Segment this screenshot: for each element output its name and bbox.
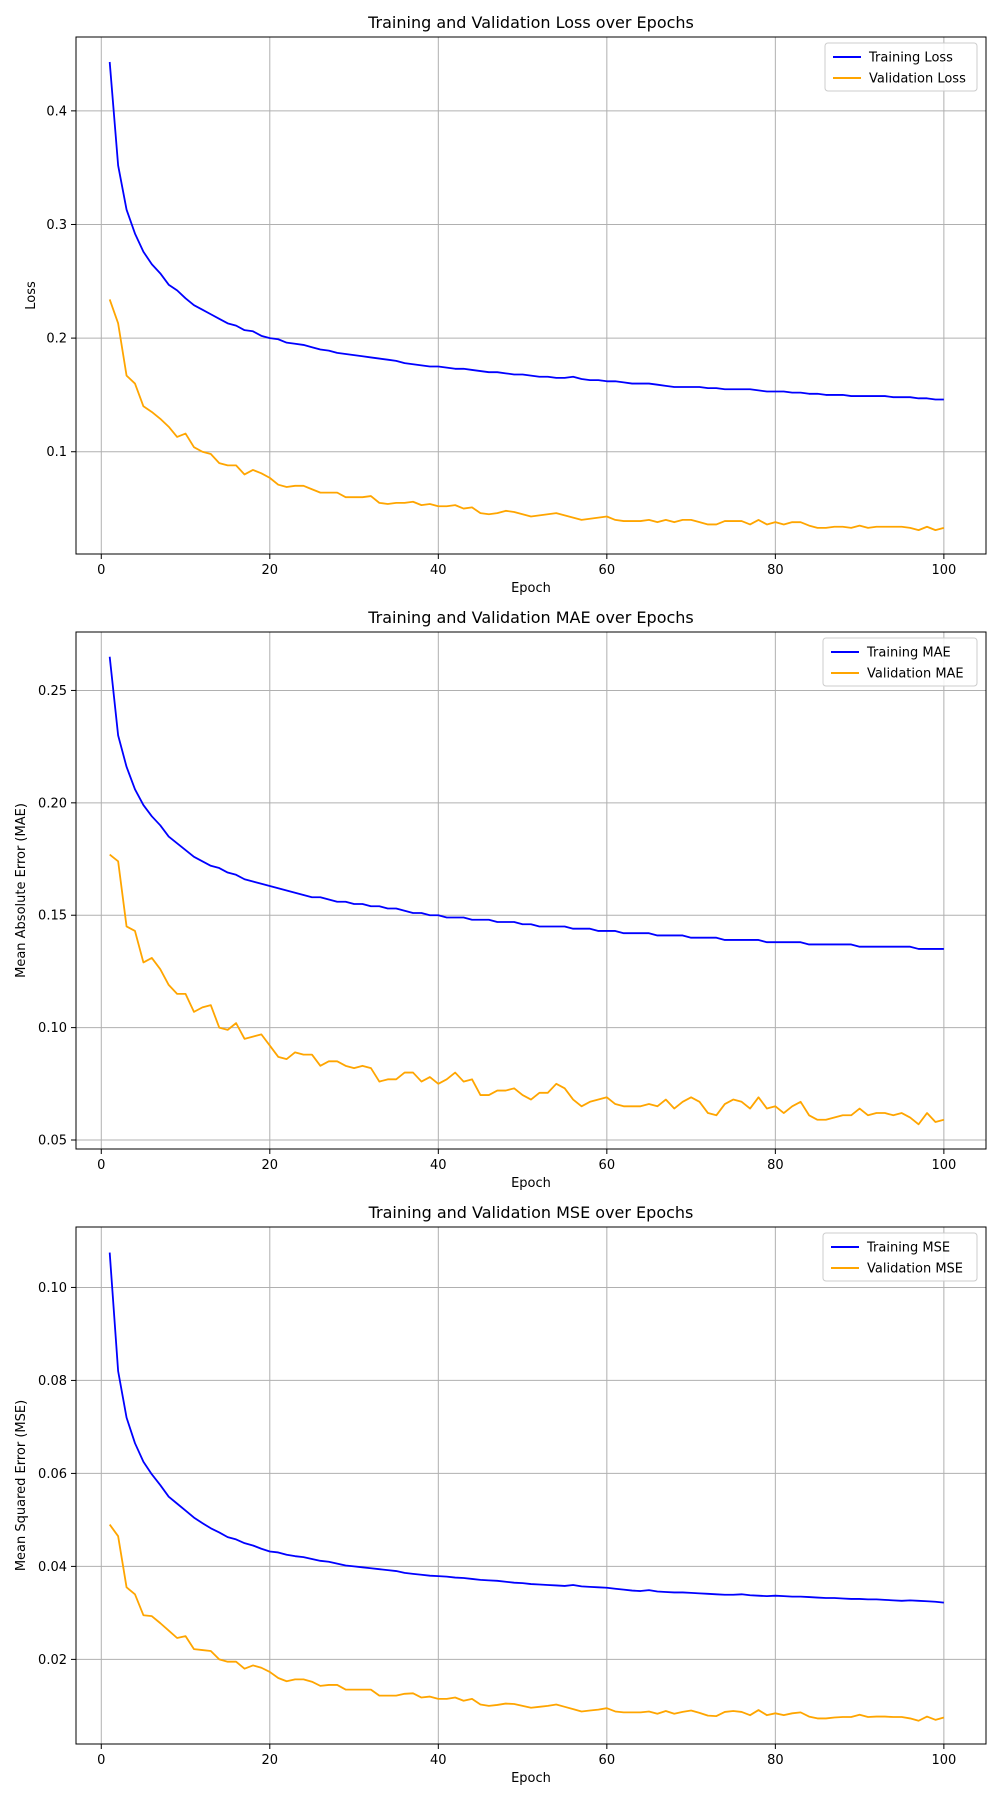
series-line-training: [108, 1252, 944, 1604]
y-tick-label: 0.05: [38, 1134, 67, 1149]
y-tick-label: 0.04: [38, 1560, 67, 1575]
y-tick-label: 0.25: [38, 684, 67, 699]
y-tick-label: 0.20: [38, 796, 67, 811]
x-tick-label: 40: [430, 563, 447, 578]
x-tick-label: 100: [931, 1753, 956, 1768]
x-tick-label: 100: [931, 563, 956, 578]
legend-label-validation: Validation MAE: [867, 667, 964, 682]
legend: Training MAE Validation MAE: [822, 637, 978, 687]
y-axis-label: Loss: [24, 281, 39, 310]
chart-2: Training and Validation MAE over Epochs 0…: [14, 608, 987, 1191]
x-tick-label: 80: [767, 1158, 784, 1173]
legend-label-training: Training MAE: [866, 646, 951, 661]
series-line-validation: [109, 853, 945, 1126]
series-line-training: [108, 61, 944, 401]
x-tick-label: 20: [262, 563, 279, 578]
y-axis-label: Mean Squared Error (MSE): [14, 1400, 29, 1571]
y-tick-label: 0.2: [46, 332, 67, 347]
x-tick-label: 60: [599, 563, 616, 578]
legend-label-training: Training Loss: [868, 51, 953, 66]
chart-title: Training and Validation MAE over Epochs: [367, 608, 694, 627]
legend: Training Loss Validation Loss: [824, 42, 978, 92]
chart-3: Training and Validation MSE over Epochs 0…: [14, 1203, 987, 1786]
x-tick-label: 100: [931, 1158, 956, 1173]
plot-frame: [75, 1226, 987, 1745]
x-tick-label: 80: [767, 563, 784, 578]
y-tick-label: 0.15: [38, 909, 67, 924]
x-tick-label: 0: [97, 563, 105, 578]
series-line-validation: [108, 1524, 945, 1722]
x-tick-label: 0: [97, 1158, 105, 1173]
x-tick-label: 60: [599, 1158, 616, 1173]
y-tick-label: 0.08: [38, 1374, 67, 1389]
y-tick-label: 0.02: [38, 1653, 67, 1668]
legend: Training MSE Validation MSE: [822, 1232, 978, 1282]
y-tick-label: 0.06: [38, 1467, 67, 1482]
legend-label-validation: Validation Loss: [869, 72, 966, 87]
x-tick-label: 40: [430, 1753, 447, 1768]
plot-frame: [75, 36, 987, 555]
y-tick-label: 0.1: [46, 445, 67, 460]
legend-box: [824, 42, 978, 92]
chart-1: Training and Validation Loss over Epochs…: [24, 13, 987, 596]
plot-frame: [75, 631, 987, 1150]
legend-box: [822, 637, 978, 687]
x-tick-label: 20: [262, 1753, 279, 1768]
x-axis-label: Epoch: [511, 1176, 551, 1191]
chart-title: Training and Validation MSE over Epochs: [368, 1203, 694, 1222]
x-tick-label: 40: [430, 1158, 447, 1173]
x-tick-label: 20: [262, 1158, 279, 1173]
y-tick-label: 0.10: [38, 1021, 67, 1036]
y-tick-label: 0.10: [38, 1281, 67, 1296]
y-axis-label: Mean Absolute Error (MAE): [14, 803, 29, 978]
x-tick-label: 0: [97, 1753, 105, 1768]
legend-label-validation: Validation MSE: [867, 1262, 963, 1277]
x-tick-label: 60: [599, 1753, 616, 1768]
legend-box: [822, 1232, 978, 1282]
chart-title: Training and Validation Loss over Epochs: [367, 13, 694, 32]
y-tick-label: 0.4: [46, 104, 67, 119]
series-line-training: [108, 656, 944, 950]
x-tick-label: 80: [767, 1753, 784, 1768]
y-tick-label: 0.3: [46, 218, 67, 233]
legend-label-training: Training MSE: [866, 1241, 950, 1256]
x-axis-label: Epoch: [511, 1771, 551, 1786]
x-axis-label: Epoch: [511, 581, 551, 596]
series-line-validation: [108, 299, 945, 532]
